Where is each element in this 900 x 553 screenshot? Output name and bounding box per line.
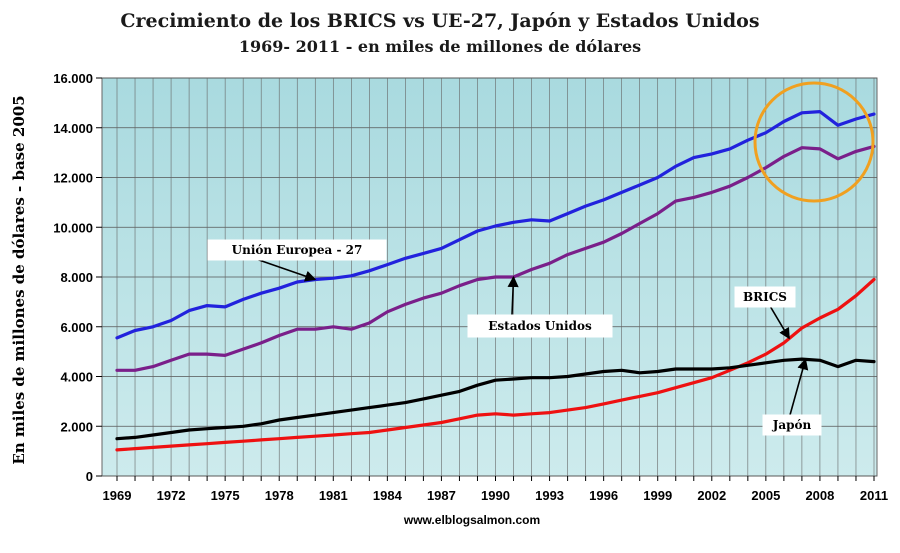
x-tick-label: 2002	[697, 488, 726, 503]
annotation-box-usa	[467, 314, 613, 338]
annotation-label-brics: BRICS	[743, 290, 787, 304]
x-tick-label: 1990	[481, 488, 510, 503]
x-tick-label: 2008	[805, 488, 834, 503]
series-layer	[115, 109, 876, 452]
annotation-arrow-ue27	[255, 258, 317, 282]
y-axis: 0 2.000 4.000 6.000 8.000 10.000 12.000 14.000 1…	[53, 71, 102, 484]
y-tick-label: 8.000	[60, 270, 93, 285]
annotation-arrow-brics	[769, 305, 790, 340]
x-tick-label: 1999	[643, 488, 672, 503]
annotation-box-ue27	[207, 239, 387, 261]
x-tick-label: 2005	[751, 488, 780, 503]
y-tick-label: 6.000	[60, 320, 93, 335]
highlight-circle	[753, 81, 875, 203]
x-tick-label: 1984	[373, 488, 403, 503]
x-tick-label: 1996	[589, 488, 618, 503]
x-tick-label: 1993	[535, 488, 564, 503]
y-tick-label: 0	[86, 469, 93, 484]
x-tick-label: 1969	[103, 488, 132, 503]
y-axis-label: En miles de millones de dólares - base 2…	[10, 95, 28, 464]
x-tick-label: 1972	[157, 488, 186, 503]
series-line-ue27	[115, 109, 876, 340]
annotation-box-brics	[734, 286, 796, 308]
y-tick-label: 2.000	[60, 419, 93, 434]
annotation-arrow-japon	[789, 358, 809, 416]
x-axis: 1969 1972 1975 1978 1981 1984 1987 1990 1993 1996…	[103, 476, 888, 503]
annotation-label-japon: Japón	[772, 418, 812, 432]
chart-subtitle: 1969- 2011 - en miles de millones de dól…	[239, 37, 641, 56]
chart-title: Crecimiento de los BRICS vs UE-27, Japón…	[120, 10, 759, 32]
y-tick-label: 14.000	[53, 121, 93, 136]
annotation-label-usa: Estados Unidos	[488, 319, 592, 333]
y-tick-label: 16.000	[53, 71, 93, 86]
annotations-layer: Unión Europea - 27 Estados Unidos BRICS Jap…	[207, 239, 822, 436]
x-tick-label: 1978	[265, 488, 294, 503]
x-tick-label: 1987	[427, 488, 456, 503]
annotation-box-japon	[762, 414, 822, 436]
x-tick-label: 2011	[860, 488, 888, 503]
annotation-arrow-usa	[507, 275, 519, 316]
x-tick-label: 1981	[319, 488, 348, 503]
y-tick-label: 12.000	[53, 171, 93, 186]
series-line-japon	[115, 357, 876, 441]
source-label: www.elblogsalmon.com	[403, 513, 540, 527]
x-tick-label: 1975	[211, 488, 240, 503]
y-tick-label: 10.000	[53, 220, 93, 235]
series-line-usa	[115, 144, 876, 372]
y-tick-label: 4.000	[60, 370, 93, 385]
series-line-brics	[115, 277, 876, 452]
annotation-label-ue27: Unión Europea - 27	[232, 243, 363, 257]
